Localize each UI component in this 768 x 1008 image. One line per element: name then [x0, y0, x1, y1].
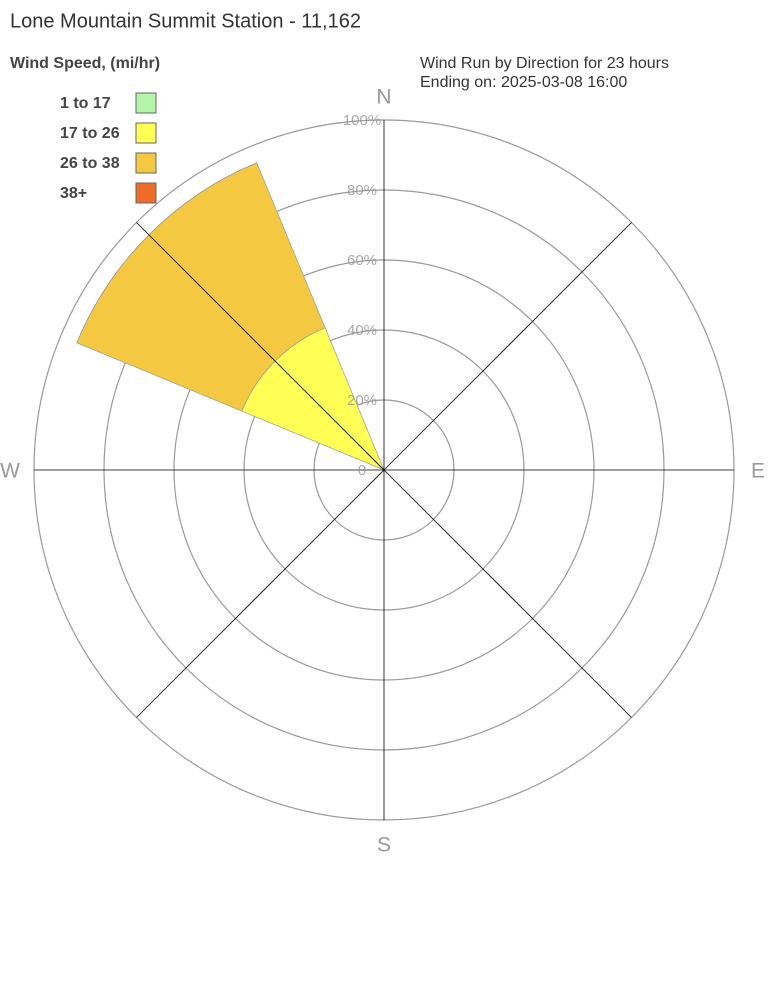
spoke	[383, 222, 632, 471]
r-tick-label: 60%	[347, 252, 377, 269]
legend-label: 26 to 38	[60, 155, 120, 172]
legend-label: 38+	[60, 185, 87, 202]
spoke	[136, 222, 385, 471]
legend-title: Wind Speed, (mi/hr)	[10, 55, 160, 72]
r-tick-label: 80%	[347, 182, 377, 199]
subtitle: Ending on: 2025-03-08 16:00	[420, 74, 627, 91]
spoke	[136, 469, 385, 718]
legend-swatch	[135, 152, 157, 174]
direction-label: W	[0, 460, 20, 483]
subtitle: Wind Run by Direction for 23 hours	[420, 55, 669, 72]
legend-swatch	[135, 122, 157, 144]
r-tick-label: 100%	[343, 112, 381, 129]
legend-label: 1 to 17	[60, 95, 111, 112]
r-tick-label: 20%	[347, 392, 377, 409]
legend-swatch	[135, 92, 157, 114]
r-tick-label: 0	[358, 462, 366, 479]
legend-swatch	[135, 182, 157, 204]
spoke	[383, 469, 632, 718]
r-tick-label: 40%	[347, 322, 377, 339]
legend-label: 17 to 26	[60, 125, 120, 142]
direction-label: E	[751, 460, 765, 483]
direction-label: N	[376, 86, 391, 109]
chart-title: Lone Mountain Summit Station - 11,162	[10, 10, 361, 32]
direction-label: S	[377, 834, 391, 857]
